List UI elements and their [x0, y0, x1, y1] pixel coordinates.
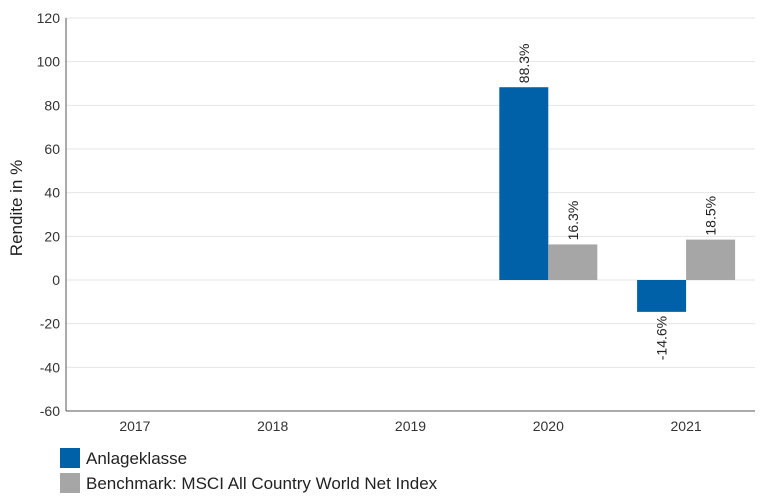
legend: Anlageklasse Benchmark: MSCI All Country …: [60, 448, 438, 493]
x-tick-label: 2017: [119, 418, 150, 434]
y-tick-label: -60: [40, 403, 60, 419]
legend-swatch: [60, 448, 80, 468]
y-tick-label: 60: [44, 141, 60, 157]
gridlines: [66, 17, 755, 368]
y-tick-label: 20: [44, 228, 60, 244]
data-label: 88.3%: [516, 44, 532, 84]
x-tick-label: 2021: [671, 418, 702, 434]
y-tick-label: -40: [40, 359, 60, 375]
bar-series-1-2021: [686, 239, 736, 280]
axes: 120 100 80 60 40 20 0 -20 -40 -60 2017 2018 2019 2020…: [37, 10, 755, 434]
data-labels: 88.3% -14.6% 16.3% 18.5%: [516, 44, 719, 361]
y-tick-label: 40: [44, 185, 60, 201]
y-axis-title: Rendite in %: [7, 160, 26, 256]
data-label: 18.5%: [703, 196, 719, 236]
legend-label: Benchmark: MSCI All Country World Net In…: [86, 474, 438, 493]
bar-series-0-2021: [637, 280, 687, 312]
x-tick-label: 2020: [533, 418, 564, 434]
legend-label: Anlageklasse: [86, 449, 187, 468]
y-tick-label: 0: [52, 272, 60, 288]
legend-swatch: [60, 473, 80, 493]
x-tick-label: 2018: [257, 418, 288, 434]
data-label: 16.3%: [565, 201, 581, 241]
data-label: -14.6%: [654, 316, 670, 360]
y-tick-label: 100: [37, 54, 61, 70]
y-tick-label: 120: [37, 10, 61, 26]
bar-series-0-2020: [499, 87, 549, 280]
y-tick-label: 80: [44, 97, 60, 113]
bar-series-1-2020: [548, 244, 598, 280]
y-tick-label: -20: [40, 316, 60, 332]
bars: [499, 87, 736, 312]
x-tick-label: 2019: [395, 418, 426, 434]
